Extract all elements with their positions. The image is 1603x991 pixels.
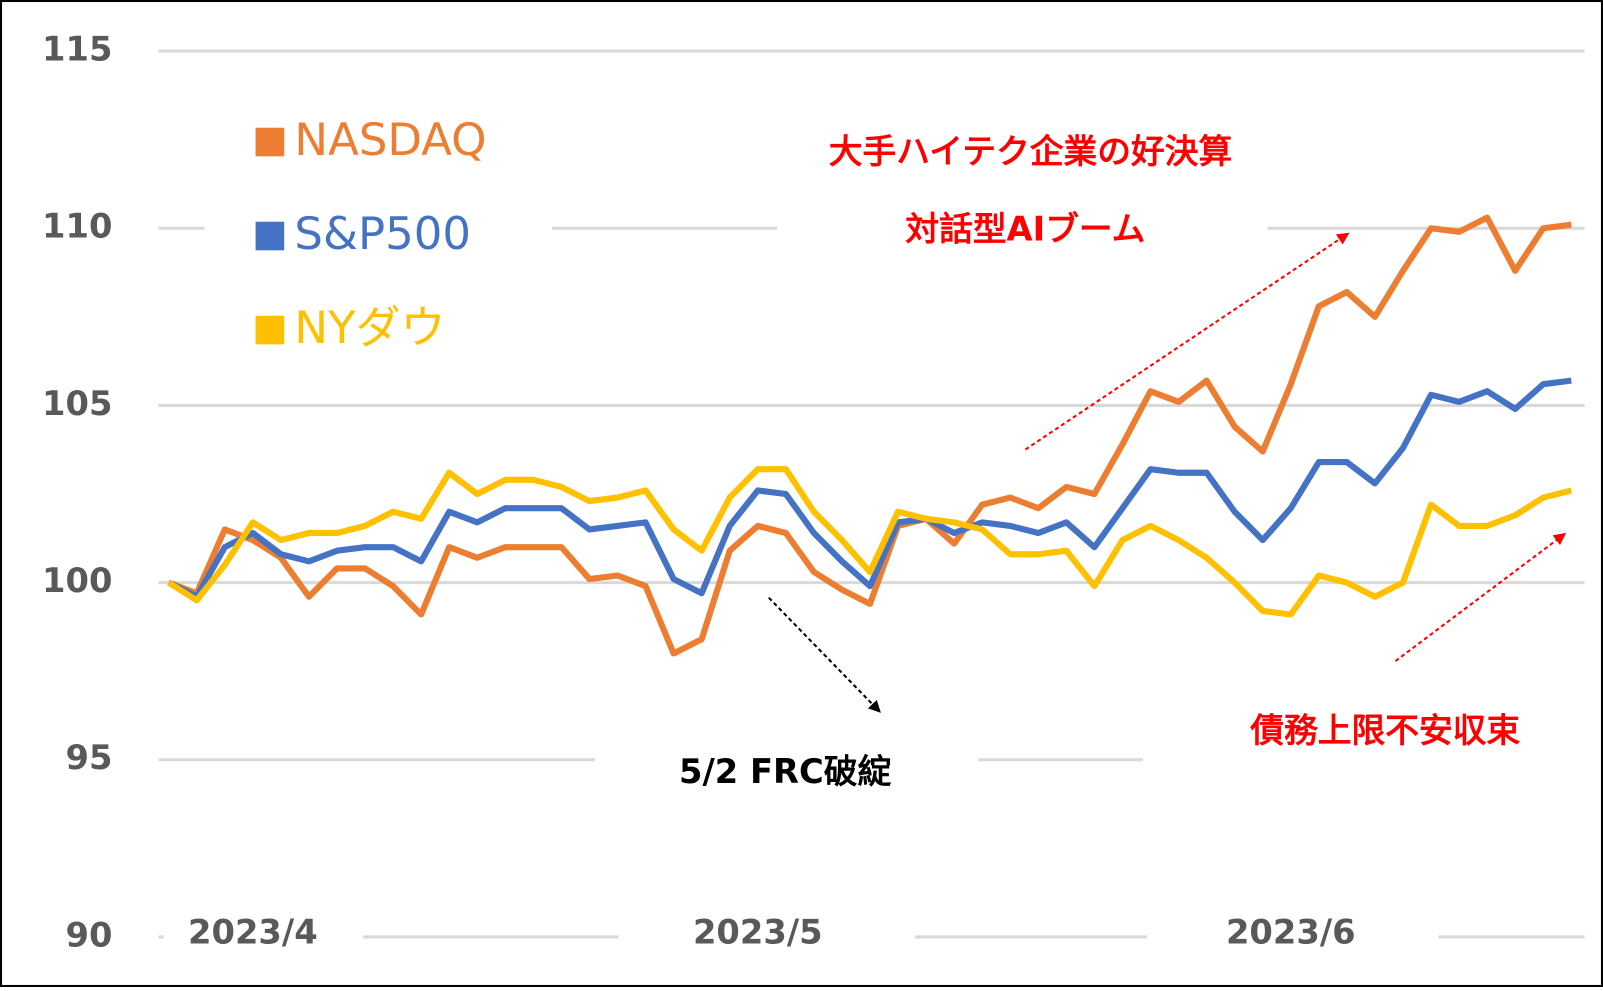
arrow <box>768 597 881 713</box>
annotation-background <box>776 199 1268 256</box>
y-tick-label: 95 <box>66 738 113 777</box>
legend-swatch <box>255 315 285 345</box>
line-series <box>167 214 1572 657</box>
arrow <box>1024 232 1350 451</box>
x-tick-label: 2023/4 <box>188 912 318 951</box>
series <box>167 214 1573 657</box>
annotation: 大手ハイテク企業の好決算 <box>829 132 1232 171</box>
line-series <box>167 377 1572 600</box>
x-label-background <box>618 904 915 966</box>
arrows <box>768 232 1567 713</box>
legend-swatch <box>255 127 285 157</box>
legend-swatch <box>255 221 285 251</box>
y-tick-label: 100 <box>42 561 112 600</box>
y-tick-label: 90 <box>66 915 113 954</box>
annotation-background <box>1142 705 1593 777</box>
x-tick-label: 2023/6 <box>1226 912 1356 951</box>
labels: 大手ハイテク企業の好決算 対話型AIブーム 債務上限不安収束 5/2 FRC破綻… <box>42 30 1520 955</box>
legend-label: S&P500 <box>294 207 471 260</box>
y-tick-label: 115 <box>42 30 112 69</box>
annotation: 債務上限不安収束 <box>1249 711 1520 750</box>
y-tick-label: 110 <box>42 207 112 246</box>
annotation-background <box>594 730 979 803</box>
annotation: 5/2 FRC破綻 <box>679 752 891 791</box>
line-series <box>167 466 1573 618</box>
annotation: 対話型AIブーム <box>905 209 1145 248</box>
x-tick-label: 2023/5 <box>693 912 823 951</box>
y-tick-label: 105 <box>42 384 112 423</box>
legend-label: NYダウ <box>294 301 445 354</box>
legend-label: NASDAQ <box>294 113 486 166</box>
x-label-background <box>1147 904 1439 966</box>
x-label-background <box>163 904 363 966</box>
